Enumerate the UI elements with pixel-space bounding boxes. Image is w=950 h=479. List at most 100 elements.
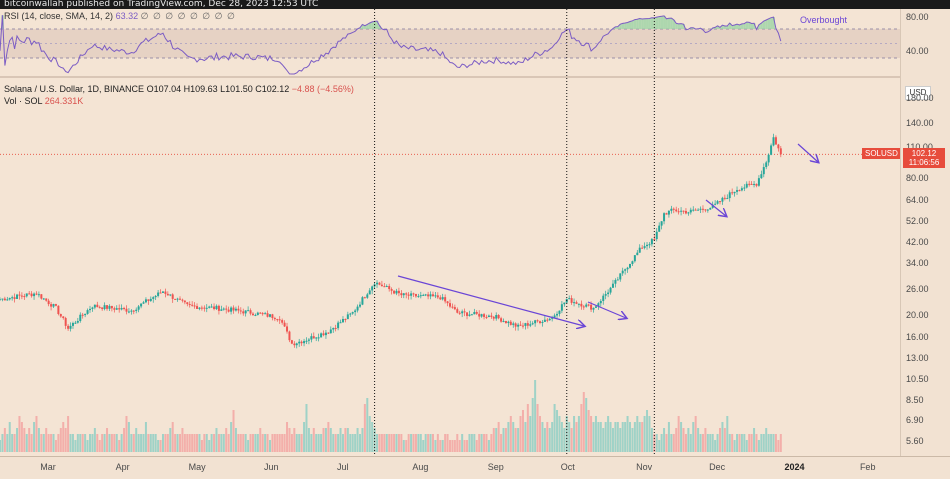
rsi-overbought-fill <box>627 23 629 29</box>
volume-bar <box>369 416 371 452</box>
candle-body <box>639 248 641 253</box>
volume-bar <box>133 434 135 452</box>
rsi-overbought-fill <box>641 19 643 29</box>
candle-body <box>386 286 388 287</box>
candle-body <box>349 314 351 315</box>
candle-body <box>123 308 125 309</box>
volume-bar <box>539 416 541 452</box>
candles <box>0 134 782 349</box>
candle-body <box>138 306 140 309</box>
volume-bar <box>191 434 193 452</box>
candle-body <box>48 301 50 304</box>
candle-body <box>544 320 546 322</box>
candle-body <box>191 305 193 306</box>
rsi-overbought-fill <box>680 24 682 29</box>
volume-bar <box>524 422 526 452</box>
candle-body <box>400 293 402 295</box>
volume-bar <box>89 434 91 452</box>
candle-body <box>532 323 534 324</box>
price-panel[interactable]: Solana / U.S. Dollar, 1D, BINANCE O107.0… <box>0 78 900 456</box>
candle-body <box>96 305 98 307</box>
candle-body <box>461 311 463 313</box>
candle-body <box>607 293 609 295</box>
volume-bar <box>60 428 62 452</box>
candle-body <box>74 323 76 324</box>
rsi-overbought-fill <box>751 23 753 29</box>
candle-body <box>600 301 602 303</box>
candle-body <box>364 297 366 298</box>
volume-bar <box>169 428 171 452</box>
price-tick-label: 13.00 <box>906 353 929 363</box>
candle-body <box>529 324 531 325</box>
price-tick-label: 34.00 <box>906 258 929 268</box>
candle-body <box>717 201 719 204</box>
candle-body <box>534 320 536 323</box>
volume-bar <box>571 428 573 452</box>
volume-bar <box>308 428 310 452</box>
volume-bar <box>415 434 417 452</box>
time-label: 2024 <box>785 462 805 472</box>
volume-bar <box>422 440 424 452</box>
candle-body <box>218 306 220 311</box>
candle-body <box>298 342 300 344</box>
volume-bar <box>218 434 220 452</box>
volume-bar <box>55 440 57 452</box>
volume-bar <box>503 428 505 452</box>
rsi-overbought-fill <box>678 24 680 29</box>
candle-body <box>43 298 45 299</box>
volume-bar <box>393 434 395 452</box>
candle-body <box>614 280 616 284</box>
time-label: Oct <box>561 462 575 472</box>
volume-bar <box>1 434 3 452</box>
ohlc-high: H109.63 <box>184 84 218 94</box>
volume-bar <box>442 440 444 452</box>
rsi-overbought-fill <box>371 22 373 29</box>
candle-body <box>675 210 677 212</box>
volume-bar <box>500 434 502 452</box>
volume-bar <box>773 434 775 452</box>
volume-bar <box>254 434 256 452</box>
volume-bar <box>758 440 760 452</box>
candle-body <box>490 316 492 317</box>
candle-body <box>517 325 519 327</box>
volume-bar <box>646 410 648 452</box>
candle-body <box>503 321 505 322</box>
candle-body <box>91 308 93 309</box>
volume-bar <box>481 434 483 452</box>
volume-bar <box>495 428 497 452</box>
volume-bar <box>683 428 685 452</box>
candle-body <box>673 209 675 210</box>
volume-bar <box>150 434 152 452</box>
volume-bar <box>230 422 232 452</box>
candle-body <box>337 323 339 329</box>
volume-bar <box>449 440 451 452</box>
volume-bar <box>108 434 110 452</box>
candle-body <box>636 253 638 255</box>
volume-bar <box>597 422 599 452</box>
volume-bar <box>164 434 166 452</box>
candle-body <box>228 310 230 312</box>
candle-body <box>466 312 468 316</box>
last-price-value: 102.12 <box>904 149 944 158</box>
rsi-panel[interactable]: RSI (14, close, SMA, 14, 2) 63.32 ∅ ∅ ∅ … <box>0 9 900 76</box>
volume-bar <box>561 422 563 452</box>
candle-body <box>575 302 577 304</box>
volume-bar <box>113 434 115 452</box>
volume-bar <box>709 434 711 452</box>
volume-bar <box>11 434 13 452</box>
volume-bar <box>602 428 604 452</box>
candle-body <box>378 283 380 285</box>
volume-bar <box>130 434 132 452</box>
volume-bar <box>274 434 276 452</box>
candle-body <box>315 337 317 338</box>
candle-body <box>116 308 118 310</box>
volume-bar <box>349 434 351 452</box>
volume-bar <box>48 434 50 452</box>
rsi-title: RSI (14, close, SMA, 14, 2) 63.32 ∅ ∅ ∅ … <box>4 11 236 22</box>
candle-body <box>145 299 147 302</box>
candle-body <box>50 304 52 306</box>
volume-bar <box>614 422 616 452</box>
rsi-overbought-fill <box>665 19 667 29</box>
